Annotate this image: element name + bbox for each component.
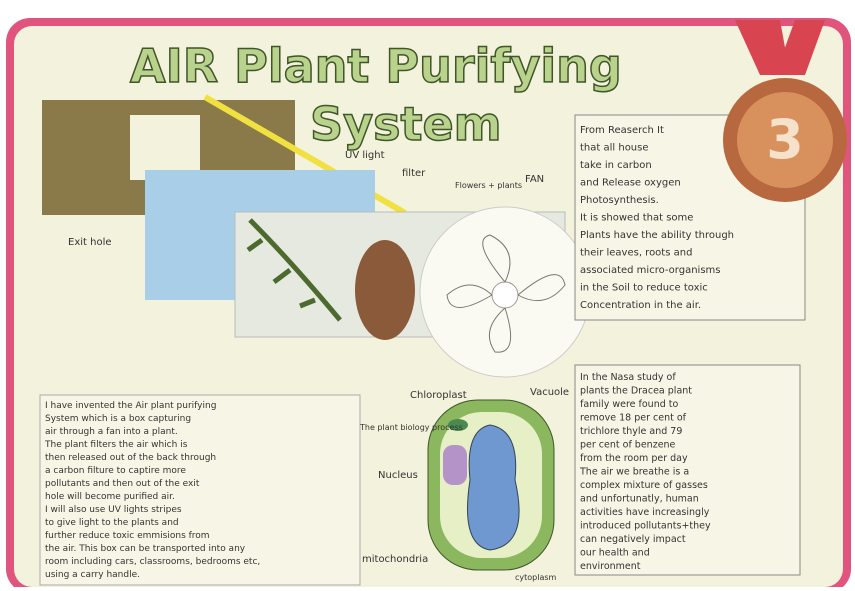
plant xyxy=(246,218,342,322)
label: FAN xyxy=(525,174,544,185)
text-line: their leaves, roots and xyxy=(580,248,692,259)
text-line: our health and xyxy=(580,548,650,559)
text-line: pollutants and then out of the exit xyxy=(45,479,200,489)
text-line: The plant filters the air which is xyxy=(44,440,188,450)
text-line: using a carry handle. xyxy=(45,570,140,580)
nucleus xyxy=(443,445,467,485)
text-line: take in carbon xyxy=(580,160,652,171)
label: Nucleus xyxy=(378,470,418,481)
text-line: plants the Dracea plant xyxy=(580,386,692,397)
fan-hub xyxy=(491,281,519,309)
text-line: in the Soil to reduce toxic xyxy=(580,283,708,294)
text-line: then released out of the back through xyxy=(45,453,216,463)
text-line: room including cars, classrooms, bedroom… xyxy=(45,557,260,567)
ribbon xyxy=(735,20,825,75)
text-line: can negatively impact xyxy=(580,534,686,545)
text-line: I will also use UV lights stripes xyxy=(45,505,182,515)
label: filter xyxy=(402,168,426,179)
text-line: Plants have the ability through xyxy=(580,230,734,241)
text-line: associated micro-organisms xyxy=(580,265,720,276)
label: The plant biology process xyxy=(359,423,463,432)
text-line: environment xyxy=(580,561,641,572)
label: mitochondria xyxy=(362,554,428,565)
text-line: the air. This box can be transported int… xyxy=(45,544,246,554)
text-line: Concentration in the air. xyxy=(580,300,701,311)
text-line: further reduce toxic emmisions from xyxy=(45,531,210,541)
label: Flowers + plants xyxy=(455,181,522,190)
text-line: trichlore thyle and 79 xyxy=(580,426,682,437)
text-line: introduced pollutants+they xyxy=(580,521,711,532)
text-line: It is showed that some xyxy=(580,213,693,224)
medal-rank: 3 xyxy=(766,108,804,171)
label: UV light xyxy=(345,150,385,161)
vacuole xyxy=(467,424,520,551)
text-line: From Reaserch It xyxy=(580,125,664,136)
text-line: family were found to xyxy=(580,399,678,410)
label: Chloroplast xyxy=(410,390,467,401)
label: cytoplasm xyxy=(515,573,557,582)
text-line: remove 18 per cent of xyxy=(580,413,687,424)
label: Vacuole xyxy=(530,387,569,398)
chloroplast xyxy=(448,419,468,431)
text-line: The air we breathe is a xyxy=(579,467,689,478)
text-line: System which is a box capturing xyxy=(45,414,191,424)
medal-inner xyxy=(737,92,833,188)
leaf xyxy=(355,240,415,340)
text-line: I have invented the Air plant purifying xyxy=(45,401,216,411)
text-line: that all house xyxy=(580,143,649,154)
title: AIR Plant Purifying xyxy=(130,39,622,93)
text-line: complex mixture of gasses xyxy=(580,480,708,491)
text-line: activities have increasingly xyxy=(580,507,710,518)
text-line: per cent of benzene xyxy=(580,440,676,451)
title: System xyxy=(310,97,502,151)
text-line: and Release oxygen xyxy=(580,178,681,189)
text-line: air through a fan into a plant. xyxy=(45,427,178,437)
text-line: Photosynthesis. xyxy=(580,195,659,206)
text-line: to give light to the plants and xyxy=(45,518,179,528)
description-box xyxy=(39,394,361,586)
fan-blades xyxy=(446,234,566,353)
text-line: from the room per day xyxy=(580,453,688,464)
text-line: a carbon filture to captire more xyxy=(45,466,186,476)
text-line: In the Nasa study of xyxy=(580,372,676,383)
text-line: and unfortunatly, human xyxy=(580,494,699,505)
nasa-box xyxy=(574,364,801,576)
text-line: hole will become purified air. xyxy=(45,492,175,502)
label: Exit hole xyxy=(68,237,112,248)
